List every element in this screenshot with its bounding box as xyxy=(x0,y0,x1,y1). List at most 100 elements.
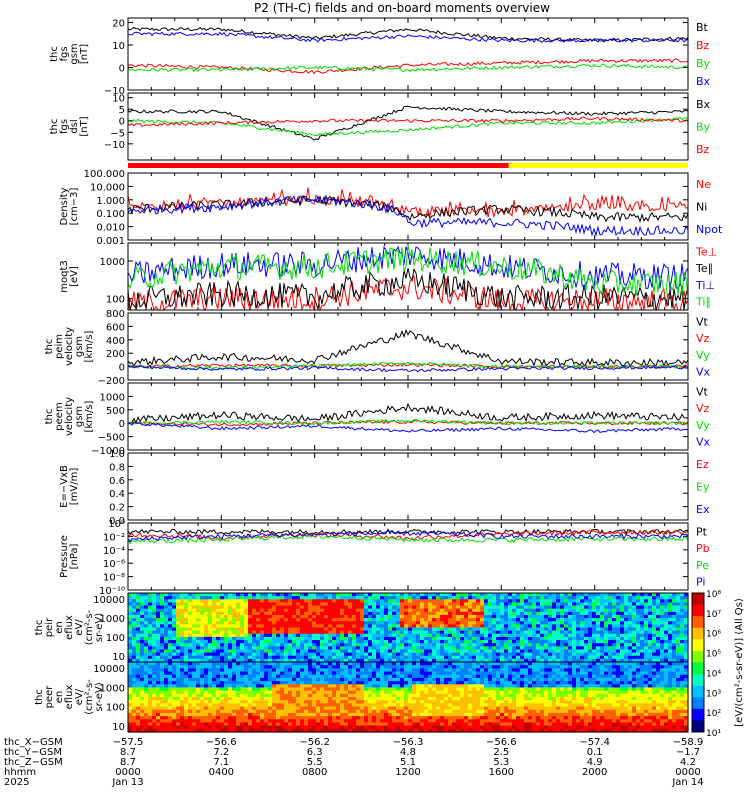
pressure-ytick-label: 10⁰ xyxy=(108,519,125,530)
ion-velocity-ytick-label: 200 xyxy=(106,349,125,360)
legend-fgs-gsm-1: Bz xyxy=(696,39,710,52)
density-ylabel-line: [cm−3] xyxy=(69,188,80,226)
ion-spectrogram-ytick-label: 10000 xyxy=(93,595,125,606)
pressure-ytick-label: 10⁻⁸ xyxy=(103,573,125,584)
fgs-gsm-ytick-label: 0 xyxy=(119,64,125,75)
legend-density-2: Npot xyxy=(696,223,723,236)
ion-spectrogram-ytick-label: 10 xyxy=(112,652,125,663)
ion-velocity-ytick-label: −200 xyxy=(98,376,125,387)
pressure-ytick-label: 10⁻² xyxy=(103,532,125,543)
series-fgs-gsm-Bx xyxy=(128,32,688,42)
series-electron-velocity-Vy xyxy=(128,419,688,425)
density-ytick-label: 0.010 xyxy=(96,223,125,234)
fgs-gsm-ytick-label: 20 xyxy=(112,19,125,30)
density-ytick-label: 1.000 xyxy=(96,196,125,207)
legend-fgs-dsl-1: By xyxy=(696,121,711,134)
temperature-ylabel: moqt3[eV] xyxy=(59,260,80,293)
density-ytick-label: 0.100 xyxy=(96,209,125,220)
legend-pressure-3: Pi xyxy=(696,576,705,589)
legend-efield-0: Ez xyxy=(696,458,709,471)
ion-velocity-ytick-label: 800 xyxy=(106,309,125,320)
ion-velocity-traces xyxy=(128,330,688,371)
series-fgs-gsm-Bz xyxy=(128,59,688,74)
efield-ytick-label: 0.8 xyxy=(109,462,125,473)
legend-ion-velocity-1: Vz xyxy=(696,332,710,345)
panel-ion-velocity: thcpeimvelocitygsm[km/s] 800 600 400 200 0 −20… xyxy=(44,309,711,387)
legend-pressure-0: Pt xyxy=(696,525,708,538)
pressure-traces xyxy=(128,529,688,543)
series-fgs-gsm-By xyxy=(128,64,688,71)
panel-ion-spectrogram: thcpeirenefluxeV/(cm²-s-sr-eV) 10000 1000 1… xyxy=(34,593,689,663)
legend-temperature-1: Te∥ xyxy=(695,262,713,275)
ion-velocity-ytick-label: 0 xyxy=(119,363,125,374)
pressure-ylabel: Pressure[nPa] xyxy=(59,535,80,578)
electron-velocity-traces xyxy=(128,404,688,433)
fgs-dsl-ytick-label: −10 xyxy=(104,140,125,151)
efield-ytick-label: 1.0 xyxy=(109,449,125,460)
electron-velocity-ytick-label: 0 xyxy=(119,419,125,430)
fgs-dsl-frame xyxy=(128,93,688,160)
legend-electron-velocity-1: Vz xyxy=(696,402,710,415)
legend-fgs-dsl-0: Bx xyxy=(696,98,711,111)
electron-velocity-ytick-label: −500 xyxy=(98,433,125,444)
legend-pressure-2: Pe xyxy=(696,559,709,572)
ion-velocity-ytick-label: 400 xyxy=(106,336,125,347)
electron-spectrogram-ytick-label: 10 xyxy=(112,722,125,733)
plot-title: P2 (TH-C) fields and on-board moments ov… xyxy=(254,1,550,15)
legend-ion-velocity-0: Vt xyxy=(696,315,709,328)
ion-velocity-ylabel-line: [km/s] xyxy=(84,330,95,362)
fgs-dsl-ylabel: thcfgsdsl[nT] xyxy=(49,116,90,136)
legend-temperature-2: Ti⊥ xyxy=(695,279,715,292)
legend-efield-1: Ey xyxy=(696,481,710,494)
electron-velocity-ytick-label: 500 xyxy=(106,406,125,417)
legend-fgs-dsl-2: Bz xyxy=(696,143,710,156)
panel-density: Density[cm−3]100.00010.0001.0000.1000.01… xyxy=(59,169,723,247)
legend-fgs-gsm-2: By xyxy=(696,57,711,70)
electron-spectrogram-ylabel: thcpeerenefluxeV/(cm²-s-sr-eV) xyxy=(34,679,105,715)
electron-spectrogram-ytick-label: 10000 xyxy=(93,664,125,675)
electron-spectrogram-ytick-label: 1000 xyxy=(100,683,125,694)
ion-spectrogram-ytick-label: 1000 xyxy=(100,614,125,625)
legend-temperature-3: Ti∥ xyxy=(695,296,711,309)
legend-ion-velocity-2: Vy xyxy=(696,349,710,362)
fgs-gsm-traces xyxy=(128,28,688,74)
legend-pressure-1: Pb xyxy=(696,542,710,555)
temperature-ytick-label: 100 xyxy=(106,295,125,306)
legend-fgs-gsm-3: Bx xyxy=(696,75,711,88)
fgs-gsm-frame xyxy=(128,18,688,90)
ion-spectrogram-ylabel: thcpeirenefluxeV/(cm²-s-sr-eV) xyxy=(34,609,105,645)
legend-fgs-gsm-0: Bt xyxy=(696,21,709,34)
ion-velocity-ylabel: thcpeimvelocitygsm[km/s] xyxy=(44,327,95,366)
electron-velocity-ytick-label: 1000 xyxy=(100,392,125,403)
legend-electron-velocity-3: Vx xyxy=(696,436,711,449)
density-ytick-label: 100.000 xyxy=(84,169,125,180)
ion-spectrogram-ytick-label: 100 xyxy=(106,633,125,644)
series-density-Ni xyxy=(128,196,688,222)
efield-frame xyxy=(128,453,688,520)
panel-electron-spectrogram: thcpeerenefluxeV/(cm²-s-sr-eV) 10000 1000 1… xyxy=(34,662,689,733)
fgs-gsm-ylabel-line: [nT] xyxy=(79,44,90,64)
ion-velocity-ytick-label: 600 xyxy=(106,322,125,333)
electron-velocity-ylabel-line: [km/s] xyxy=(84,400,95,432)
density-ylabel: Density[cm−3] xyxy=(59,187,80,225)
series-ion-velocity-Vt xyxy=(128,330,688,366)
fgs-dsl-ylabel-line: [nT] xyxy=(79,116,90,136)
efield-ylabel: E=−VxB[mV/m] xyxy=(59,465,80,508)
electron-velocity-ylabel: thcpeemvelocitygsm[km/s] xyxy=(44,397,95,436)
efield-ytick-label: 0.2 xyxy=(109,503,125,514)
legend-density-1: Ni xyxy=(696,201,707,214)
legend-efield-2: Ex xyxy=(696,503,710,516)
fgs-gsm-ylabel: thcfgsgsm[nT] xyxy=(49,43,90,64)
panel-pressure: Pressure[nPa]10⁰10⁻²10⁻⁴10⁻⁶10⁻⁸10⁻¹⁰PtP… xyxy=(59,519,710,597)
fgs-dsl-ytick-label: −5 xyxy=(110,128,125,139)
fgs-dsl-traces xyxy=(128,106,688,140)
fgs-dsl-ytick-label: 5 xyxy=(119,105,125,116)
legend-electron-velocity-2: Vy xyxy=(696,419,710,432)
temperature-ytick-label: 1000 xyxy=(100,257,125,268)
density-ytick-label: 0.001 xyxy=(96,236,125,247)
density-traces xyxy=(128,188,688,236)
